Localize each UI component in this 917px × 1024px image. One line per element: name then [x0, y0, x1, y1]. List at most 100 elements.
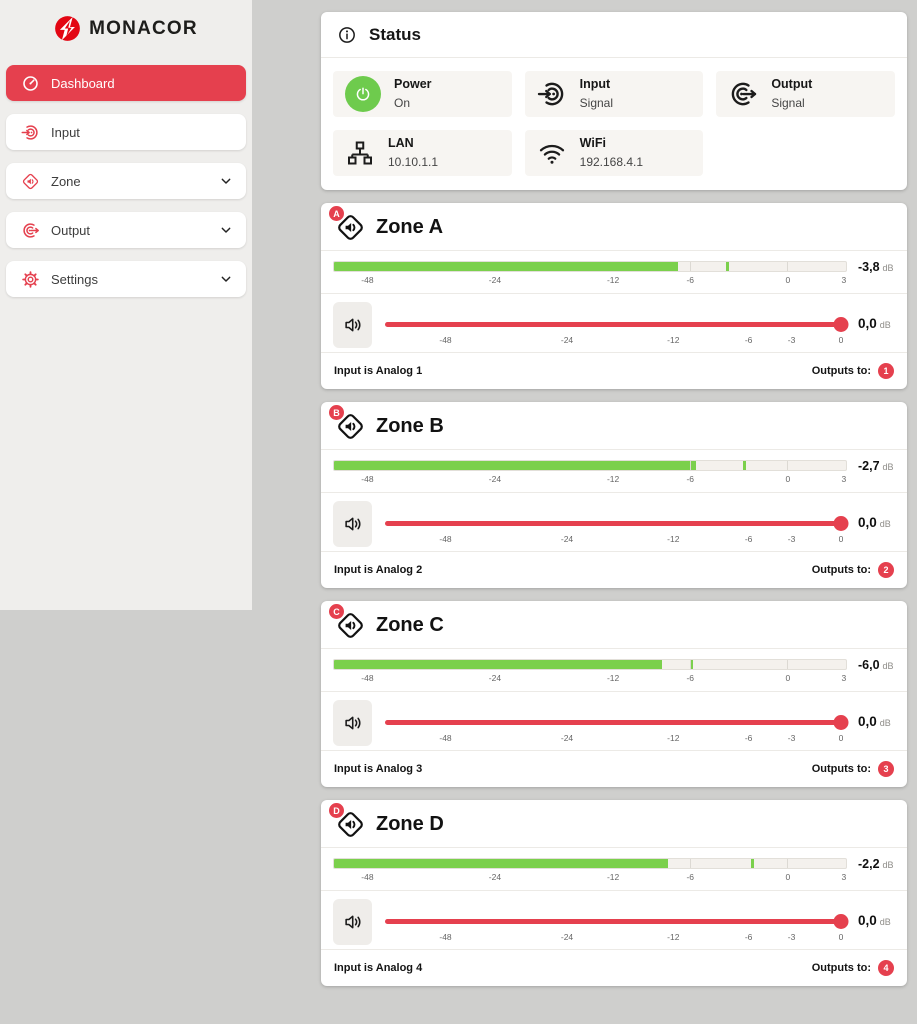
volume-row: -48 -24 -12 -6 -3 0 0,0 dB — [321, 293, 907, 352]
sidebar-item-zone[interactable]: Zone — [6, 163, 246, 199]
input-icon — [537, 79, 567, 109]
zone-badge: A — [329, 206, 344, 221]
volume-slider[interactable] — [385, 715, 849, 730]
meter-tick-label: -48 — [361, 872, 374, 882]
meter-segment-divider — [787, 859, 789, 868]
volume-tick-label: -12 — [667, 335, 680, 345]
meter-tick-label: -24 — [488, 275, 502, 285]
volume-slider-handle[interactable] — [833, 317, 849, 332]
volume-slider-handle[interactable] — [833, 715, 849, 730]
volume-tick-label: -48 — [439, 733, 452, 743]
level-meter-peak — [689, 660, 693, 669]
speaker-icon — [342, 513, 364, 535]
meter-segment-divider — [689, 461, 691, 470]
volume-tick-label: -48 — [439, 335, 452, 345]
mute-button[interactable] — [333, 302, 372, 348]
zone-outputs-label: Outputs to: — [811, 564, 871, 576]
brand-name: MONACOR — [89, 17, 198, 39]
sidebar-item-label: Input — [51, 124, 80, 140]
meter-tick-label: 0 — [785, 872, 791, 882]
sidebar-item-input[interactable]: Input — [6, 114, 246, 150]
sidebar-item-settings[interactable]: Settings — [6, 261, 246, 297]
mute-button[interactable] — [333, 501, 372, 547]
meter-segment-divider — [689, 262, 691, 271]
zone-outputs: Outputs to: 4 — [812, 960, 894, 976]
output-icon — [21, 221, 40, 240]
meter-tick-label: 3 — [841, 872, 847, 882]
volume-slider[interactable] — [385, 317, 849, 332]
mute-button[interactable] — [333, 700, 372, 746]
status-tile-label: Output — [771, 77, 813, 92]
volume-tick-label: -12 — [667, 932, 680, 942]
meter-tick-label: -48 — [361, 275, 374, 285]
volume-slider-handle[interactable] — [833, 914, 849, 929]
meter-scale: -48 -24 -12 -6 0 3 — [333, 275, 847, 288]
volume-tick-label: -24 — [560, 733, 574, 743]
volume-tick-label: -6 — [744, 733, 753, 743]
speaker-diamond-icon: B — [329, 405, 366, 442]
status-tile-label: LAN — [388, 136, 414, 151]
status-title: Status — [369, 25, 421, 44]
volume-tick-label: -12 — [667, 534, 680, 544]
status-tile-label: WiFi — [579, 136, 606, 151]
level-meter-fill — [334, 660, 662, 669]
output-number-badge: 4 — [878, 960, 894, 976]
meter-tick-label: -24 — [488, 872, 502, 882]
volume-row: -48 -24 -12 -6 -3 0 0,0 dB — [321, 691, 907, 750]
volume-tick-label: -48 — [439, 534, 452, 544]
zone-outputs-label: Outputs to: — [811, 962, 871, 974]
level-meter-row: -48 -24 -12 -6 0 3 -6,0 dB — [321, 648, 907, 691]
zone-card-b: B Zone B -48 -24 -12 -6 0 3 -2,7 dB — [321, 402, 907, 588]
level-value: -3,8 dB — [858, 260, 894, 274]
speaker-diamond-icon: D — [329, 803, 366, 840]
volume-value: 0,0 dB — [858, 913, 891, 928]
volume-tick-label: 0 — [838, 335, 844, 345]
volume-value: 0,0 dB — [858, 714, 891, 729]
meter-segment-divider — [787, 660, 789, 669]
level-meter-fill — [334, 262, 679, 271]
zone-footer: Input is Analog 3 Outputs to: 3 — [321, 750, 907, 787]
zone-header: A Zone A — [321, 203, 907, 250]
volume-row: -48 -24 -12 -6 -3 0 0,0 dB — [321, 890, 907, 949]
zone-header: C Zone C — [321, 601, 907, 648]
status-tile-label: Power — [394, 77, 432, 92]
zone-input-label: Input is Analog 2 — [334, 564, 423, 576]
zone-outputs: Outputs to: 3 — [812, 761, 894, 777]
chevron-down-icon[interactable] — [218, 222, 234, 238]
zone-input-label: Input is Analog 4 — [334, 962, 423, 974]
chevron-down-icon[interactable] — [218, 173, 234, 189]
zone-title: Zone D — [376, 813, 444, 835]
volume-tick-label: -24 — [560, 932, 574, 942]
meter-segment-divider — [787, 461, 789, 470]
volume-slider-handle[interactable] — [833, 516, 849, 531]
volume-row: -48 -24 -12 -6 -3 0 0,0 dB — [321, 492, 907, 551]
zone-outputs: Outputs to: 2 — [812, 562, 894, 578]
volume-tick-label: -6 — [744, 534, 753, 544]
wifi-icon — [537, 138, 567, 168]
zone-badge: B — [329, 405, 344, 420]
chevron-down-icon[interactable] — [218, 271, 234, 287]
volume-slider-fill — [385, 919, 841, 924]
volume-value-unit: dB — [879, 917, 891, 927]
volume-scale: -48 -24 -12 -6 -3 0 — [385, 932, 847, 945]
output-icon — [728, 79, 758, 109]
mute-button[interactable] — [333, 899, 372, 945]
level-value-unit: dB — [882, 661, 894, 671]
meter-segment-divider — [787, 262, 789, 271]
sidebar-item-dashboard[interactable]: Dashboard — [6, 65, 246, 101]
speaker-icon — [342, 314, 364, 336]
level-meter-fill — [334, 461, 697, 470]
monacor-logo-icon — [54, 15, 81, 42]
meter-tick-label: 3 — [841, 474, 847, 484]
zone-header: B Zone B — [321, 402, 907, 449]
volume-tick-label: -24 — [560, 335, 574, 345]
volume-slider[interactable] — [385, 516, 849, 531]
volume-slider[interactable] — [385, 914, 849, 929]
meter-tick-label: -24 — [488, 474, 502, 484]
sidebar-item-output[interactable]: Output — [6, 212, 246, 248]
status-tile-value: Signal — [579, 96, 614, 111]
level-value: -2,7 dB — [858, 459, 894, 473]
meter-tick-label: -6 — [686, 474, 694, 484]
level-meter-peak — [743, 461, 747, 470]
zone-header: D Zone D — [321, 800, 907, 847]
